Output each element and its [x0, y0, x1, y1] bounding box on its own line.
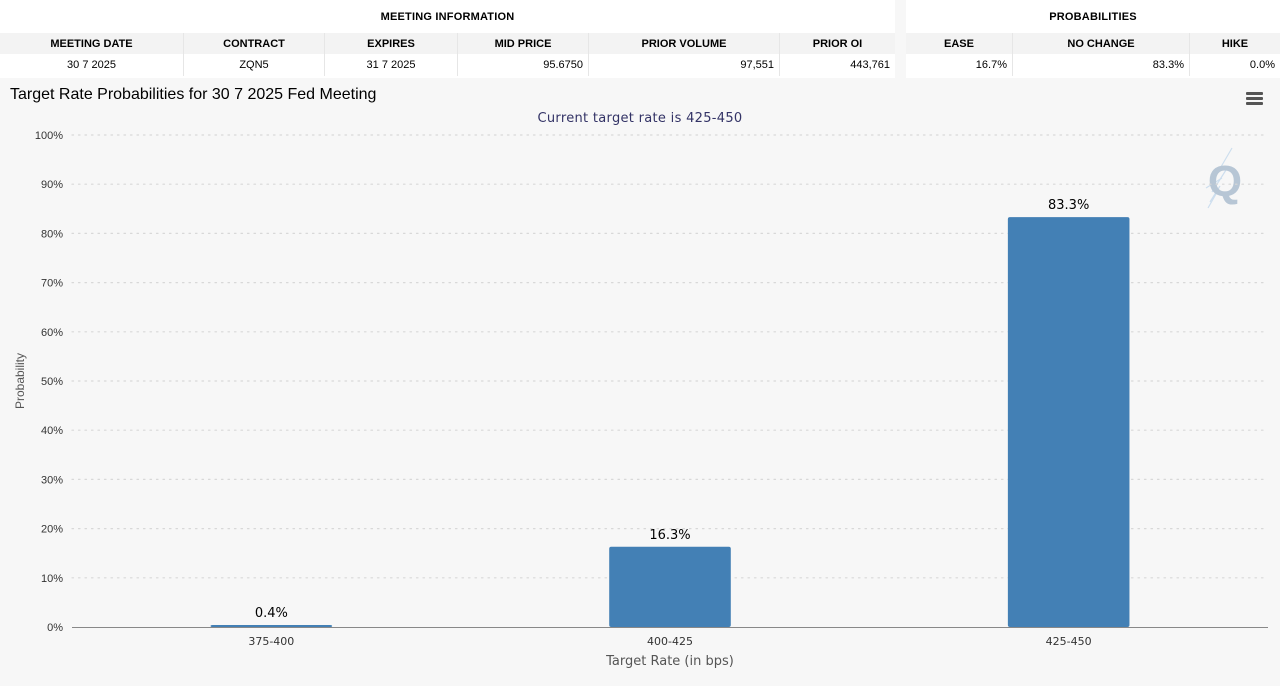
- contract-value: ZQN5: [184, 54, 325, 76]
- prior-oi-value: 443,761: [850, 59, 890, 71]
- mid-price-value: 95.6750: [458, 54, 589, 76]
- data-labels: 0.4% 16.3% 83.3%: [255, 198, 1090, 621]
- probabilities-row: 16.7% 83.3% 0.0%: [906, 54, 1280, 76]
- meeting-date-value: 30 7 2025: [0, 54, 184, 76]
- y-tick-label: 50%: [41, 376, 63, 388]
- bar-375-400[interactable]: [210, 625, 333, 627]
- y-tick-label: 100%: [35, 130, 63, 142]
- x-axis-title: Target Rate (in bps): [605, 654, 734, 669]
- probabilities-title: PROBABILITIES: [906, 0, 1280, 33]
- x-axis-tick-labels: 375-400 400-425 425-450: [248, 635, 1091, 648]
- bar-425-450[interactable]: [1007, 217, 1130, 627]
- column-header-mid-price: MID PRICE: [458, 33, 589, 55]
- column-header-prior-volume: PRIOR VOLUME: [589, 33, 780, 55]
- y-tick-label: 70%: [41, 278, 63, 290]
- y-tick-label: 60%: [41, 327, 63, 339]
- y-tick-label: 10%: [41, 573, 63, 585]
- data-label: 16.3%: [649, 528, 690, 543]
- hike-value: 0.0%: [1249, 59, 1275, 71]
- y-axis-title: Probability: [13, 353, 27, 409]
- watermark-letter: Q: [1208, 157, 1242, 206]
- column-header-no-change: NO CHANGE: [1013, 33, 1190, 55]
- expires-value: 31 7 2025: [325, 54, 458, 76]
- column-header-expires: EXPIRES: [325, 33, 458, 55]
- meeting-information-row: 30 7 2025 ZQN5 31 7 2025 95.6750 97,551 …: [0, 54, 895, 76]
- hamburger-menu-icon[interactable]: [1245, 91, 1265, 107]
- bar-400-425[interactable]: [609, 546, 731, 627]
- no-change-value: 83.3%: [1013, 54, 1190, 76]
- probabilities-column-headers: EASE NO CHANGE HIKE: [906, 33, 1280, 55]
- chart-title: Target Rate Probabilities for 30 7 2025 …: [10, 86, 377, 103]
- x-tick-label: 375-400: [248, 635, 294, 648]
- y-tick-label: 80%: [41, 228, 63, 240]
- x-tick-label: 400-425: [647, 635, 693, 648]
- y-tick-label: 90%: [41, 179, 63, 191]
- y-tick-label: 40%: [41, 425, 63, 437]
- column-header-hike: HIKE: [1221, 38, 1249, 50]
- bars: [210, 217, 1130, 627]
- chart-subtitle: Current target rate is 425-450: [537, 111, 743, 126]
- meeting-information-title: MEETING INFORMATION: [0, 0, 895, 33]
- meeting-information-column-headers: MEETING DATE CONTRACT EXPIRES MID PRICE …: [0, 33, 895, 55]
- data-label: 0.4%: [255, 606, 288, 621]
- header-tables: MEETING INFORMATION MEETING DATE CONTRAC…: [0, 0, 1280, 78]
- meeting-information-table: MEETING INFORMATION MEETING DATE CONTRAC…: [0, 0, 895, 78]
- probabilities-table: PROBABILITIES EASE NO CHANGE HIKE 16.7% …: [906, 0, 1280, 78]
- quikstrike-q-logo-icon: Q: [1205, 147, 1242, 209]
- column-header-contract: CONTRACT: [184, 33, 325, 55]
- column-header-prior-oi: PRIOR OI: [812, 38, 863, 50]
- data-label: 83.3%: [1048, 198, 1089, 213]
- column-header-ease: EASE: [906, 33, 1013, 55]
- y-tick-label: 20%: [41, 524, 63, 536]
- column-header-meeting-date: MEETING DATE: [0, 33, 184, 55]
- prior-volume-value: 97,551: [589, 54, 780, 76]
- y-tick-label: 0%: [47, 622, 63, 634]
- x-tick-label: 425-450: [1046, 635, 1092, 648]
- y-axis-tick-labels: 0% 10% 20% 30% 40% 50% 60% 70% 80% 90% 100%: [35, 130, 63, 634]
- ease-value: 16.7%: [906, 54, 1013, 76]
- y-tick-label: 30%: [41, 474, 63, 486]
